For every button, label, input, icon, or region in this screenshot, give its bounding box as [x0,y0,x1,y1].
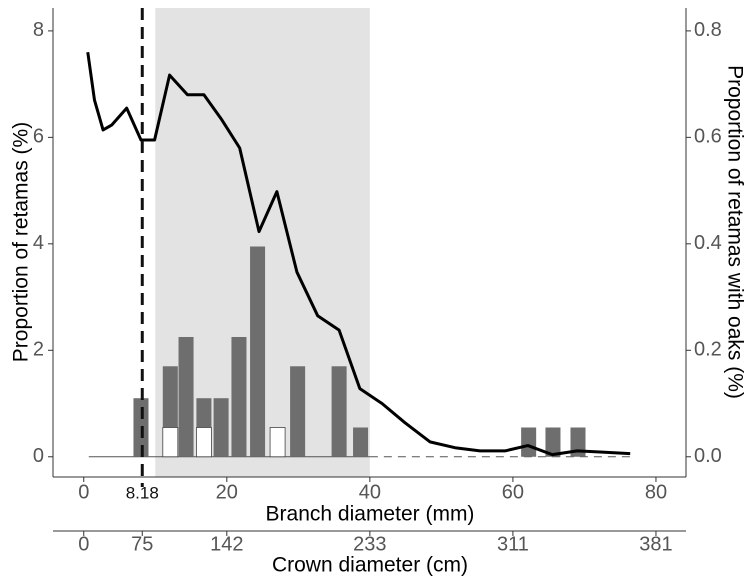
x2-tick-label: 381 [639,533,672,555]
y-tick-label: 6 [33,126,44,148]
y-tick-label: 0 [33,445,44,467]
line [86,51,631,457]
x-tick-label: 0 [78,481,89,503]
x2-axis-title: Crown diameter (cm) [272,554,468,577]
y2-tick-label: 0.8 [694,19,722,41]
x2-tick-label: 75 [131,533,153,555]
y-tick-label: 8 [33,19,44,41]
bar [196,427,212,458]
bar [213,398,229,457]
x-axis-title: Branch diameter (mm) [266,503,475,526]
x2-tick-label: 142 [210,533,243,555]
bar [290,366,306,457]
y2-tick-label: 0.2 [694,339,722,361]
y2-tick-label: 0.6 [694,126,722,148]
y-tick-label: 4 [33,232,44,254]
bar [545,427,561,457]
bar [162,427,179,458]
x2-tick-label: 233 [353,533,386,555]
bar [269,427,286,458]
x2-tick-label: 311 [497,533,529,555]
x-tick-label: 60 [502,481,524,503]
bar [521,427,537,457]
bar [570,427,586,457]
y2-axis-title: Proportion of retamas with oaks (%) [723,65,746,399]
bar [231,336,247,457]
bar [178,336,194,457]
y2-tick-label: 0.4 [694,232,722,254]
x-tick-label: 40 [359,481,381,503]
threshold-label: 8.18 [126,483,159,502]
bar [250,246,266,457]
y-tick-label: 2 [33,339,44,361]
x-tick-label: 20 [216,481,238,503]
y-axis-title: Proportion of retamas (%) [10,122,33,362]
bar [353,427,369,457]
x2-tick-label: 0 [78,533,89,555]
bar [331,366,347,457]
x-tick-label: 80 [645,481,667,503]
y2-tick-label: 0.0 [694,445,722,467]
